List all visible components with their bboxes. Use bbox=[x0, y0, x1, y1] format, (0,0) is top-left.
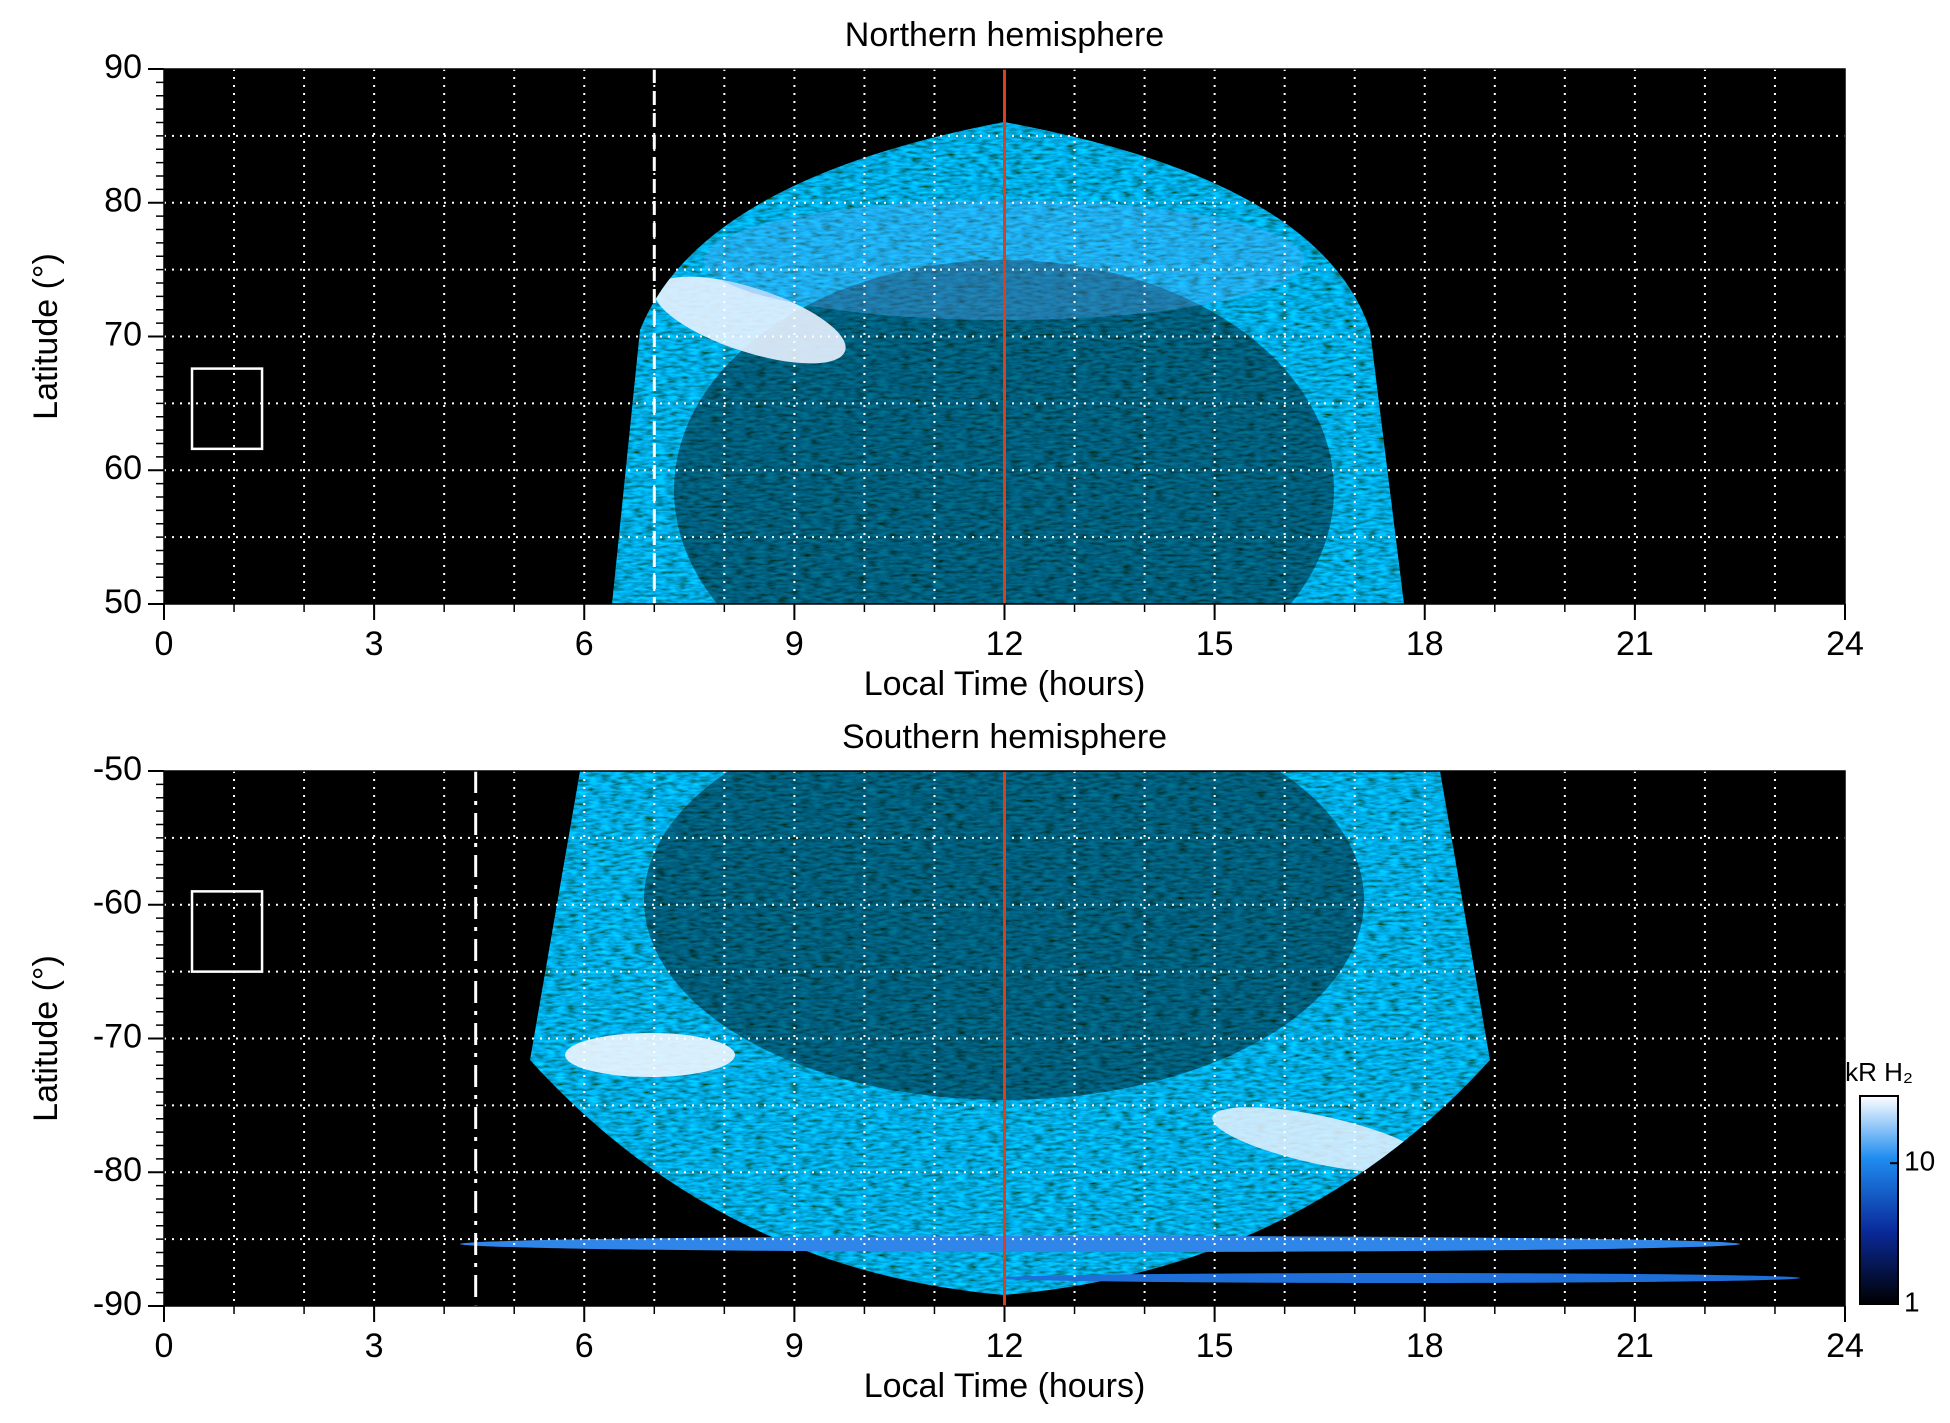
x-tick-label: 21 bbox=[1616, 1327, 1654, 1365]
x-tick-label: 21 bbox=[1616, 625, 1654, 663]
x-tick-label: 18 bbox=[1406, 625, 1444, 663]
x-tick-label: 6 bbox=[575, 625, 594, 663]
region-box bbox=[190, 367, 264, 451]
y-axis-label: Latitude (°) bbox=[27, 955, 65, 1122]
colorbar-tick-label: 1 bbox=[1904, 1286, 1920, 1317]
x-tick-label: 6 bbox=[575, 1327, 594, 1365]
x-tick-label: 12 bbox=[986, 1327, 1024, 1365]
x-tick-label: 24 bbox=[1826, 1327, 1864, 1365]
x-axis-label: Local Time (hours) bbox=[864, 1367, 1146, 1405]
x-tick-label: 3 bbox=[365, 625, 384, 663]
y-tick-label: 80 bbox=[104, 182, 142, 220]
region-box bbox=[190, 890, 264, 973]
y-tick-label: 60 bbox=[104, 449, 142, 487]
x-axis-label: Local Time (hours) bbox=[864, 665, 1146, 703]
y-tick-label: -50 bbox=[93, 750, 142, 788]
colorbar-label: kR H₂ bbox=[1845, 1057, 1913, 1087]
y-tick-label: 90 bbox=[104, 48, 142, 86]
emission-streak bbox=[1000, 1273, 1800, 1283]
x-tick-label: 15 bbox=[1196, 625, 1234, 663]
y-tick-label: -80 bbox=[93, 1151, 142, 1189]
y-tick-label: -60 bbox=[93, 884, 142, 922]
y-axis-label: Latitude (°) bbox=[27, 253, 65, 420]
y-tick-label: 50 bbox=[104, 583, 142, 621]
y-tick-label: -70 bbox=[93, 1017, 142, 1055]
chart-title: Southern hemisphere bbox=[842, 718, 1167, 756]
colorbar-tick-label: 10 bbox=[1904, 1146, 1935, 1177]
colorbar bbox=[1859, 1095, 1899, 1305]
y-tick-label: 70 bbox=[104, 315, 142, 353]
x-tick-label: 12 bbox=[986, 625, 1024, 663]
y-tick-label: -90 bbox=[93, 1285, 142, 1323]
x-tick-label: 3 bbox=[365, 1327, 384, 1365]
x-tick-label: 9 bbox=[785, 1327, 804, 1365]
x-tick-label: 24 bbox=[1826, 625, 1864, 663]
x-tick-label: 15 bbox=[1196, 1327, 1234, 1365]
chart-title: Northern hemisphere bbox=[845, 16, 1164, 54]
x-tick-label: 0 bbox=[155, 625, 174, 663]
x-tick-label: 0 bbox=[155, 1327, 174, 1365]
x-tick-label: 18 bbox=[1406, 1327, 1444, 1365]
x-tick-label: 9 bbox=[785, 625, 804, 663]
